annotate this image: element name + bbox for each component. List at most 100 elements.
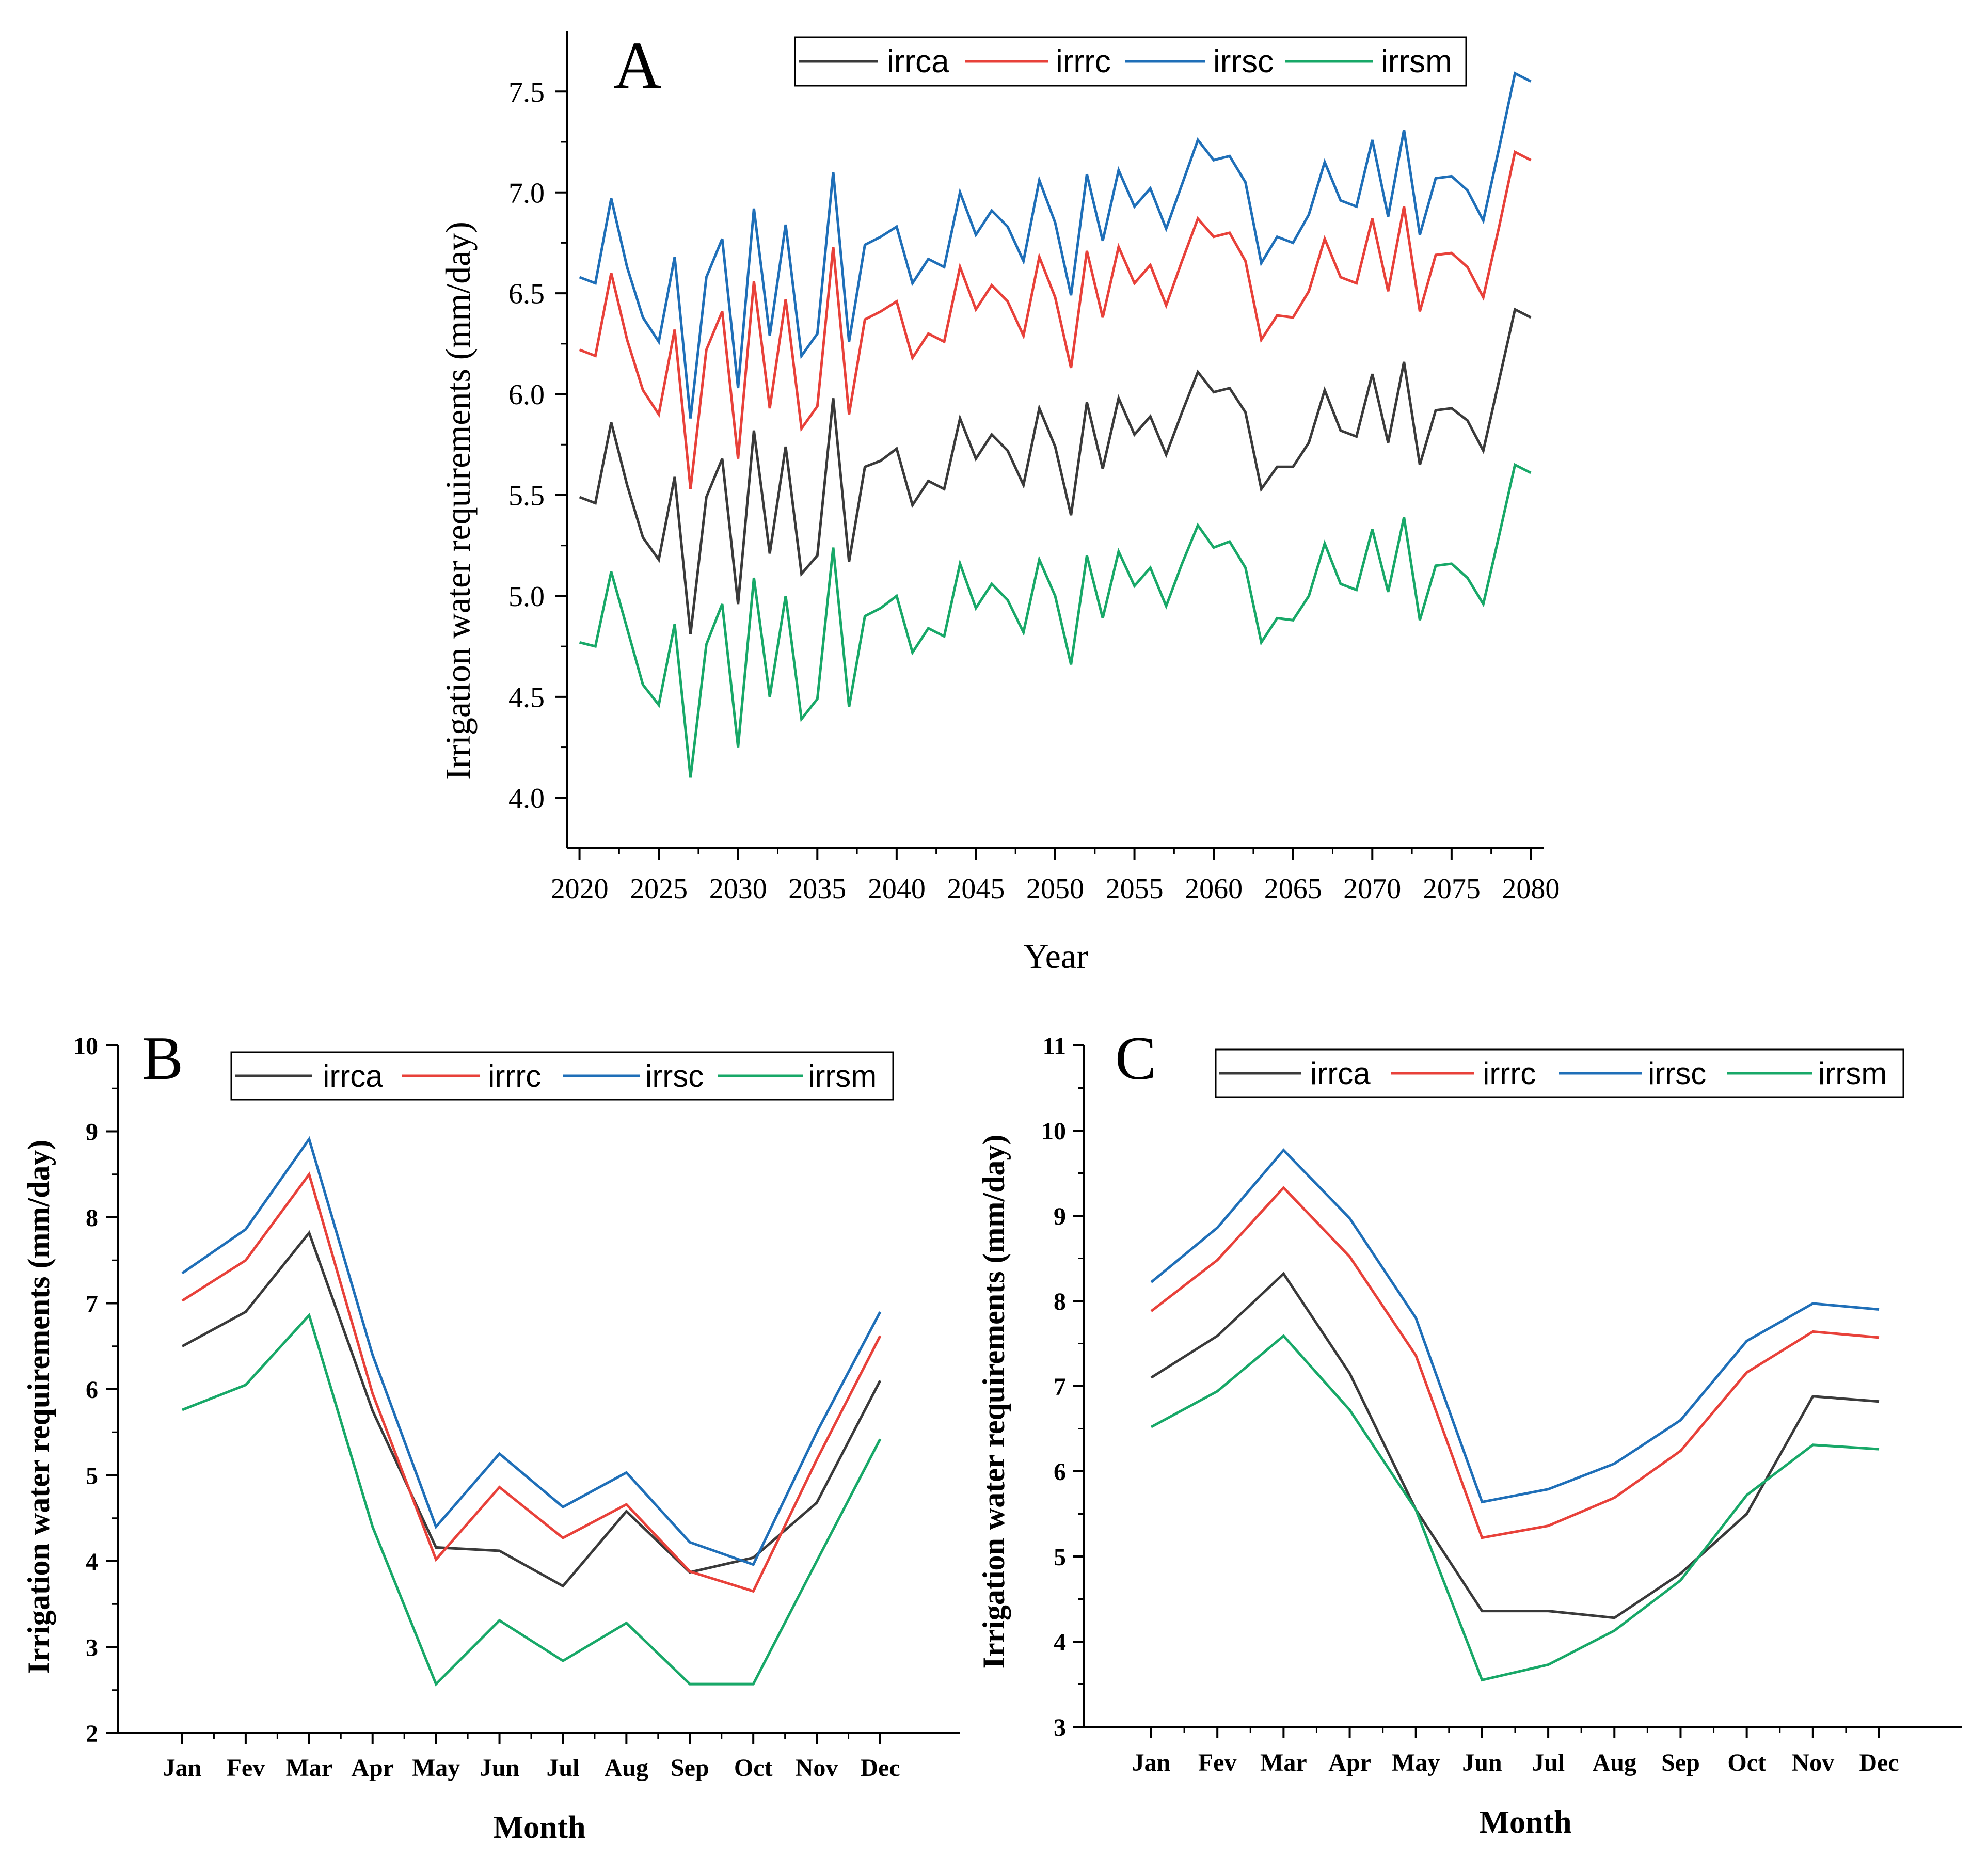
x-tick-label: 2025 [630, 873, 688, 905]
y-tick-label: 11 [1043, 1032, 1066, 1060]
series-line-irrsc [579, 71, 1532, 419]
y-tick-label: 2 [86, 1720, 98, 1747]
x-tick-label: Dec [1859, 1749, 1899, 1776]
y-tick-label: 8 [86, 1204, 98, 1232]
x-tick-label: Mar [286, 1754, 333, 1782]
x-tick-label: 2040 [868, 873, 926, 905]
legend-irrsm-label: irrsm [808, 1059, 877, 1093]
panel-c-axes: 3 4 5 6 7 8 9 10 11 Jan Fev Mar Apr May Jun Jul Aug Sep Oc… [1041, 1032, 1962, 1776]
panel-b-axes: 2 3 4 5 6 7 8 9 10 Jan Fev Mar Apr May Jun Jul Aug Sep Oct… [73, 1032, 960, 1782]
legend-irrsm-label: irrsm [1818, 1056, 1887, 1091]
y-tick-label: 6.5 [508, 278, 545, 310]
x-tick-label: Aug [605, 1754, 648, 1782]
panel-c-x-axis-label: Month [1479, 1805, 1571, 1840]
series-line-irrrc [579, 150, 1532, 489]
y-tick-label: 5 [86, 1462, 98, 1489]
y-tick-label: 9 [86, 1118, 98, 1146]
panel-b-chart: B Month Irrigation water requirements (m… [22, 1024, 960, 1845]
x-tick-label: Jan [163, 1754, 202, 1782]
panel-c-legend: irrca irrrc irrsc irrsm [1215, 1048, 1904, 1098]
y-tick-label: 4.0 [508, 783, 545, 815]
y-tick-label: 7.0 [508, 177, 545, 209]
x-tick-label: Mar [1260, 1749, 1307, 1776]
x-tick-label: Fev [227, 1754, 265, 1782]
panel-b-y-axis-label: Irrigation water requirements (mm/day) [22, 1140, 56, 1674]
legend-irrrc-label: irrrc [488, 1059, 541, 1093]
x-tick-label: 2045 [947, 873, 1005, 905]
y-tick-label: 4 [1054, 1629, 1066, 1656]
series-line-irrsm [182, 1312, 882, 1687]
panel-a-series [579, 71, 1532, 778]
panel-a-y-axis-label: Irrigation water requirements (mm/day) [438, 221, 478, 780]
panel-a-x-axis-label: Year [1023, 936, 1088, 976]
legend-irrsc-label: irrsc [1648, 1056, 1706, 1091]
x-tick-label: 2020 [551, 873, 609, 905]
x-tick-label: Oct [1727, 1749, 1766, 1776]
y-tick-label: 5.0 [508, 581, 545, 613]
x-tick-label: 2035 [788, 873, 846, 905]
panel-b-x-axis-label: Month [493, 1810, 585, 1845]
x-tick-label: 2050 [1026, 873, 1084, 905]
panel-a-legend: irrca irrrc irrsc irrsm [794, 36, 1467, 87]
x-tick-label: Dec [860, 1754, 900, 1782]
y-tick-label: 10 [73, 1032, 98, 1060]
series-line-irrsm [1150, 1334, 1880, 1682]
x-tick-label: 2055 [1106, 873, 1164, 905]
series-line-irrsc [181, 1136, 882, 1566]
series-line-irrca [579, 307, 1532, 634]
panel-c-label: C [1115, 1024, 1156, 1092]
y-tick-label: 6 [1054, 1458, 1066, 1486]
panel-a-axes: 4.0 4.5 5.0 5.5 6.0 6.5 7.0 7.5 2020 2025 2030 2035… [508, 31, 1560, 905]
y-tick-label: 10 [1041, 1118, 1066, 1145]
x-tick-label: Nov [796, 1754, 838, 1782]
series-line-irrrc [181, 1171, 882, 1593]
x-tick-label: 2060 [1185, 873, 1243, 905]
y-tick-label: 7.5 [508, 76, 545, 108]
x-tick-label: Jul [546, 1754, 579, 1782]
x-tick-label: Jun [1462, 1749, 1502, 1776]
y-tick-label: 3 [86, 1634, 98, 1661]
legend-irrsc-label: irrsc [645, 1059, 704, 1093]
panel-a-label: A [613, 28, 662, 103]
legend-irrsm-label: irrsm [1381, 44, 1452, 80]
panel-b-legend: irrca irrrc irrsc irrsm [230, 1051, 894, 1101]
y-tick-label: 6.0 [508, 379, 545, 411]
y-tick-label: 6 [86, 1376, 98, 1404]
panel-a-chart: A Year Irrigation water requirements (mm… [438, 28, 1560, 976]
panel-c-y-axis-label: Irrigation water requirements (mm/day) [977, 1135, 1011, 1669]
y-tick-label: 5.5 [508, 480, 545, 512]
y-tick-label: 4 [86, 1548, 98, 1576]
series-line-irrsc [1150, 1148, 1880, 1504]
x-tick-label: Sep [1661, 1749, 1700, 1776]
panel-b-label: B [142, 1024, 183, 1092]
x-tick-label: Apr [351, 1754, 394, 1782]
x-tick-label: Oct [734, 1754, 773, 1782]
series-line-irrca [181, 1230, 882, 1588]
panel-c-chart: C Month Irrigation water requirements (m… [977, 1024, 1962, 1840]
series-line-irrsm [579, 463, 1532, 778]
series-line-irrrc [1150, 1185, 1880, 1539]
y-tick-label: 3 [1054, 1714, 1066, 1741]
y-tick-label: 5 [1054, 1544, 1066, 1571]
y-tick-label: 7 [86, 1290, 98, 1317]
legend-irrrc-label: irrrc [1483, 1056, 1536, 1091]
y-tick-label: 7 [1054, 1373, 1066, 1401]
x-tick-label: Sep [671, 1754, 709, 1782]
legend-irrca-label: irrca [323, 1059, 383, 1093]
x-tick-label: 2030 [709, 873, 767, 905]
x-tick-label: 2070 [1343, 873, 1401, 905]
y-tick-label: 8 [1054, 1288, 1066, 1315]
x-tick-label: Apr [1328, 1749, 1371, 1776]
x-tick-label: May [1392, 1749, 1440, 1776]
x-tick-label: Fev [1198, 1749, 1237, 1776]
x-tick-label: Jan [1132, 1749, 1171, 1776]
x-tick-label: May [412, 1754, 460, 1782]
y-tick-label: 4.5 [508, 681, 545, 713]
x-tick-label: Jul [1532, 1749, 1565, 1776]
x-tick-label: Nov [1791, 1749, 1834, 1776]
legend-irrrc-label: irrrc [1056, 44, 1111, 80]
panel-b-series [181, 1136, 882, 1687]
y-tick-label: 9 [1054, 1203, 1066, 1230]
